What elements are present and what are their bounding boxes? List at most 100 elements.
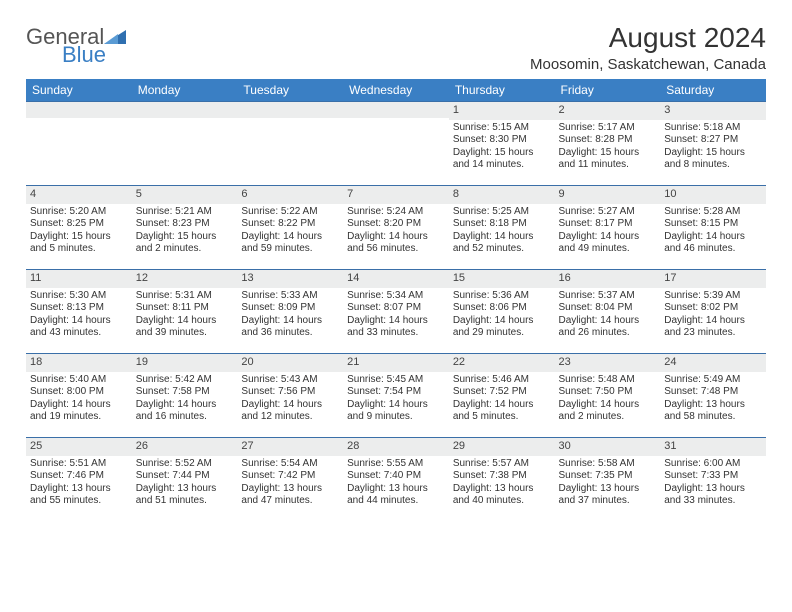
sunrise-text: Sunrise: 5:40 AM xyxy=(30,374,128,387)
calendar-cell: 22 Sunrise: 5:46 AMSunset: 7:52 PMDayligh… xyxy=(449,354,555,438)
day-details: Sunrise: 5:33 AMSunset: 8:09 PMDaylight:… xyxy=(237,288,343,344)
day-details: Sunrise: 5:34 AMSunset: 8:07 PMDaylight:… xyxy=(343,288,449,344)
day-number: 14 xyxy=(343,270,449,288)
calendar-week-row: 1Sunrise: 5:15 AMSunset: 8:30 PMDaylight… xyxy=(26,102,766,186)
daylight-text: Daylight: 13 hours and 37 minutes. xyxy=(559,483,657,508)
calendar-cell: 31Sunrise: 6:00 AMSunset: 7:33 PMDayligh… xyxy=(660,438,766,522)
calendar-week-row: 11Sunrise: 5:30 AMSunset: 8:13 PMDayligh… xyxy=(26,270,766,354)
sunset-text: Sunset: 8:22 PM xyxy=(241,218,339,231)
day-details: Sunrise: 5:58 AMSunset: 7:35 PMDaylight:… xyxy=(555,456,661,512)
sunrise-text: Sunrise: 5:31 AM xyxy=(136,290,234,303)
calendar-table: Sunday Monday Tuesday Wednesday Thursday… xyxy=(26,79,766,522)
sunset-text: Sunset: 7:40 PM xyxy=(347,470,445,483)
day-number: 4 xyxy=(26,186,132,204)
sunset-text: Sunset: 7:46 PM xyxy=(30,470,128,483)
day-header: Tuesday xyxy=(237,79,343,102)
day-details: Sunrise: 5:24 AMSunset: 8:20 PMDaylight:… xyxy=(343,204,449,260)
sunrise-text: Sunrise: 5:15 AM xyxy=(453,122,551,135)
day-details: Sunrise: 5:22 AMSunset: 8:22 PMDaylight:… xyxy=(237,204,343,260)
calendar-cell: 24Sunrise: 5:49 AMSunset: 7:48 PMDayligh… xyxy=(660,354,766,438)
daylight-text: Daylight: 13 hours and 55 minutes. xyxy=(30,483,128,508)
daylight-text: Daylight: 13 hours and 47 minutes. xyxy=(241,483,339,508)
daylight-text: Daylight: 13 hours and 33 minutes. xyxy=(664,483,762,508)
calendar-week-row: 25Sunrise: 5:51 AMSunset: 7:46 PMDayligh… xyxy=(26,438,766,522)
calendar-cell xyxy=(26,102,132,186)
calendar-week-row: 18Sunrise: 5:40 AMSunset: 8:00 PMDayligh… xyxy=(26,354,766,438)
sunrise-text: Sunrise: 5:21 AM xyxy=(136,206,234,219)
sunset-text: Sunset: 7:44 PM xyxy=(136,470,234,483)
sunset-text: Sunset: 8:02 PM xyxy=(664,302,762,315)
day-details xyxy=(132,118,238,178)
sunrise-text: Sunrise: 5:42 AM xyxy=(136,374,234,387)
calendar-cell: 7Sunrise: 5:24 AMSunset: 8:20 PMDaylight… xyxy=(343,186,449,270)
day-details: Sunrise: 6:00 AMSunset: 7:33 PMDaylight:… xyxy=(660,456,766,512)
sunrise-text: Sunrise: 5:18 AM xyxy=(664,122,762,135)
daylight-text: Daylight: 13 hours and 44 minutes. xyxy=(347,483,445,508)
sunrise-text: Sunrise: 5:17 AM xyxy=(559,122,657,135)
daylight-text: Daylight: 14 hours and 56 minutes. xyxy=(347,231,445,256)
daylight-text: Daylight: 14 hours and 5 minutes. xyxy=(453,399,551,424)
daylight-text: Daylight: 14 hours and 43 minutes. xyxy=(30,315,128,340)
calendar-cell xyxy=(132,102,238,186)
daylight-text: Daylight: 14 hours and 9 minutes. xyxy=(347,399,445,424)
sunset-text: Sunset: 8:25 PM xyxy=(30,218,128,231)
day-number: 25 xyxy=(26,438,132,456)
day-number: 29 xyxy=(449,438,555,456)
sunrise-text: Sunrise: 5:24 AM xyxy=(347,206,445,219)
calendar-cell: 15Sunrise: 5:36 AMSunset: 8:06 PMDayligh… xyxy=(449,270,555,354)
sunset-text: Sunset: 8:17 PM xyxy=(559,218,657,231)
day-number: 22 xyxy=(449,354,555,372)
sunset-text: Sunset: 8:07 PM xyxy=(347,302,445,315)
day-number: 30 xyxy=(555,438,661,456)
sunrise-text: Sunrise: 5:46 AM xyxy=(453,374,551,387)
sunrise-text: Sunrise: 5:51 AM xyxy=(30,458,128,471)
day-details xyxy=(343,118,449,178)
sunset-text: Sunset: 7:52 PM xyxy=(453,386,551,399)
daylight-text: Daylight: 14 hours and 26 minutes. xyxy=(559,315,657,340)
day-details: Sunrise: 5:21 AMSunset: 8:23 PMDaylight:… xyxy=(132,204,238,260)
sunset-text: Sunset: 8:27 PM xyxy=(664,134,762,147)
day-details: Sunrise: 5:30 AMSunset: 8:13 PMDaylight:… xyxy=(26,288,132,344)
day-number: 17 xyxy=(660,270,766,288)
sunset-text: Sunset: 7:56 PM xyxy=(241,386,339,399)
day-number: 27 xyxy=(237,438,343,456)
daylight-text: Daylight: 14 hours and 49 minutes. xyxy=(559,231,657,256)
day-details: Sunrise: 5:55 AMSunset: 7:40 PMDaylight:… xyxy=(343,456,449,512)
sunset-text: Sunset: 7:38 PM xyxy=(453,470,551,483)
calendar-cell: 16Sunrise: 5:37 AMSunset: 8:04 PMDayligh… xyxy=(555,270,661,354)
daylight-text: Daylight: 15 hours and 11 minutes. xyxy=(559,147,657,172)
daylight-text: Daylight: 14 hours and 2 minutes. xyxy=(559,399,657,424)
calendar-cell: 9Sunrise: 5:27 AMSunset: 8:17 PMDaylight… xyxy=(555,186,661,270)
calendar-cell: 20Sunrise: 5:43 AMSunset: 7:56 PMDayligh… xyxy=(237,354,343,438)
month-title: August 2024 xyxy=(530,22,766,54)
calendar-cell: 12Sunrise: 5:31 AMSunset: 8:11 PMDayligh… xyxy=(132,270,238,354)
day-number: 10 xyxy=(660,186,766,204)
day-number: 9 xyxy=(555,186,661,204)
calendar-cell: 4Sunrise: 5:20 AMSunset: 8:25 PMDaylight… xyxy=(26,186,132,270)
calendar-cell: 19Sunrise: 5:42 AMSunset: 7:58 PMDayligh… xyxy=(132,354,238,438)
calendar-cell: 2Sunrise: 5:17 AMSunset: 8:28 PMDaylight… xyxy=(555,102,661,186)
calendar-cell xyxy=(343,102,449,186)
sunrise-text: Sunrise: 5:48 AM xyxy=(559,374,657,387)
day-number: 7 xyxy=(343,186,449,204)
calendar-cell: 29Sunrise: 5:57 AMSunset: 7:38 PMDayligh… xyxy=(449,438,555,522)
day-number: 19 xyxy=(132,354,238,372)
sunset-text: Sunset: 8:28 PM xyxy=(559,134,657,147)
sunset-text: Sunset: 8:06 PM xyxy=(453,302,551,315)
daylight-text: Daylight: 14 hours and 39 minutes. xyxy=(136,315,234,340)
day-number: 26 xyxy=(132,438,238,456)
calendar-cell: 26Sunrise: 5:52 AMSunset: 7:44 PMDayligh… xyxy=(132,438,238,522)
day-number: 28 xyxy=(343,438,449,456)
sunset-text: Sunset: 7:58 PM xyxy=(136,386,234,399)
day-details: Sunrise: 5:49 AMSunset: 7:48 PMDaylight:… xyxy=(660,372,766,428)
sunrise-text: Sunrise: 5:28 AM xyxy=(664,206,762,219)
title-block: August 2024 Moosomin, Saskatchewan, Cana… xyxy=(530,22,766,73)
sunrise-text: Sunrise: 5:37 AM xyxy=(559,290,657,303)
calendar-cell: 13Sunrise: 5:33 AMSunset: 8:09 PMDayligh… xyxy=(237,270,343,354)
sunset-text: Sunset: 8:18 PM xyxy=(453,218,551,231)
calendar-cell: 11Sunrise: 5:30 AMSunset: 8:13 PMDayligh… xyxy=(26,270,132,354)
sunrise-text: Sunrise: 6:00 AM xyxy=(664,458,762,471)
sunrise-text: Sunrise: 5:58 AM xyxy=(559,458,657,471)
day-details: Sunrise: 5:40 AMSunset: 8:00 PMDaylight:… xyxy=(26,372,132,428)
calendar-cell: 17Sunrise: 5:39 AMSunset: 8:02 PMDayligh… xyxy=(660,270,766,354)
